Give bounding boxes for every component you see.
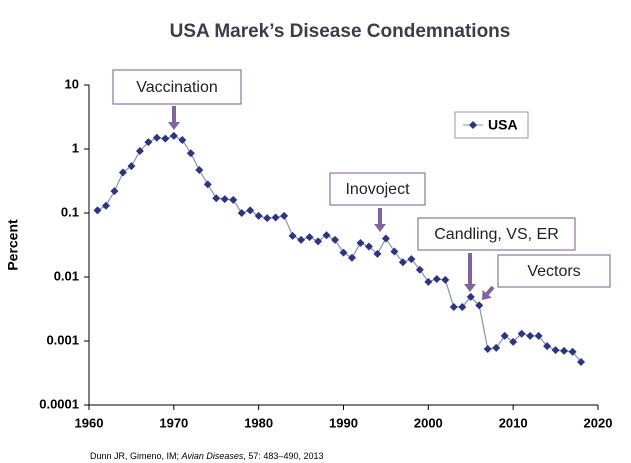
data-point (127, 162, 136, 171)
citation-part: , 57: 483–490, 2013 (243, 451, 323, 461)
annotation-box (112, 69, 242, 105)
data-point (356, 238, 365, 247)
data-point (203, 180, 212, 189)
data-point (466, 292, 475, 301)
data-point (347, 253, 356, 262)
annotation-arrow (485, 285, 495, 296)
legend-marker (469, 121, 477, 129)
x-tick-label: 1960 (75, 415, 104, 430)
data-point (364, 242, 373, 251)
annotation: Candling, VS, ER (434, 226, 559, 243)
y-tick-label: 1 (72, 140, 79, 155)
annotation-arrowhead (464, 284, 476, 292)
data-point (492, 343, 501, 352)
annotation-arrowhead (168, 122, 180, 130)
annotation-arrowhead (374, 224, 386, 232)
data-point (577, 357, 586, 366)
data-point (398, 258, 407, 267)
data-point (534, 331, 543, 340)
y-tick-label: 0.1 (61, 204, 79, 219)
data-point (254, 211, 263, 220)
legend-label: USA (488, 117, 518, 133)
data-point (560, 346, 569, 355)
data-point (509, 337, 518, 346)
data-point (407, 255, 416, 264)
x-tick-label: 1980 (244, 415, 273, 430)
data-point (381, 234, 390, 243)
annotation-box (497, 254, 611, 288)
data-point (178, 136, 187, 145)
data-point (110, 187, 119, 196)
y-tick-label: 10 (65, 76, 79, 91)
series-line (97, 135, 582, 363)
data-point (280, 211, 289, 220)
data-point (449, 302, 458, 311)
y-tick-label: 0.01 (54, 268, 79, 283)
annotation: Inovoject (345, 181, 410, 198)
y-tick-label: 0.001 (46, 332, 79, 347)
annotation: Vectors (527, 263, 580, 280)
annotation-arrowhead (482, 290, 492, 300)
data-point (390, 247, 399, 256)
data-point (517, 329, 526, 338)
annotation: Vaccination (136, 79, 218, 96)
data-point (263, 214, 272, 223)
data-point (144, 138, 153, 147)
chart-title: USA Marek’s Disease Condemnations (170, 21, 511, 42)
x-tick-label: 1990 (329, 415, 358, 430)
data-point (246, 206, 255, 215)
data-point (441, 275, 450, 284)
data-point (212, 194, 221, 203)
data-point (152, 133, 161, 142)
data-point (161, 134, 170, 143)
data-point (135, 147, 144, 156)
data-point (288, 231, 297, 240)
data-point (424, 277, 433, 286)
data-point (526, 331, 535, 340)
citation-part: Dunn JR, Gimeno, IM; (90, 451, 182, 461)
citation: Dunn JR, Gimeno, IM; Avian Diseases, 57:… (90, 451, 323, 461)
data-point (195, 165, 204, 174)
citation-journal: Avian Diseases (181, 451, 244, 461)
data-point (297, 235, 306, 244)
y-tick-label: 0.0001 (39, 396, 79, 411)
data-point (551, 346, 560, 355)
x-tick-label: 1970 (159, 415, 188, 430)
data-point (483, 344, 492, 353)
data-point (458, 302, 467, 311)
data-point (500, 331, 509, 340)
data-point (314, 237, 323, 246)
data-point (415, 265, 424, 274)
data-point (331, 235, 340, 244)
data-point (373, 249, 382, 258)
annotation-box (329, 172, 426, 206)
data-point (118, 168, 127, 177)
data-point (237, 209, 246, 217)
x-tick-label: 2000 (414, 415, 443, 430)
data-point (186, 149, 195, 158)
data-point (568, 347, 577, 356)
data-point (543, 342, 552, 351)
x-tick-label: 2020 (584, 415, 613, 430)
data-point (271, 213, 280, 222)
data-point (220, 195, 229, 204)
data-point (432, 275, 441, 284)
data-point (101, 201, 110, 210)
y-axis-label: Percent (5, 219, 21, 271)
x-tick-label: 2010 (499, 415, 528, 430)
data-point (339, 248, 348, 257)
data-point (169, 131, 178, 140)
data-point (305, 233, 314, 242)
data-point (229, 195, 238, 204)
annotation-box (417, 217, 576, 251)
data-point (93, 206, 102, 215)
data-point (475, 301, 484, 310)
data-point (322, 231, 331, 240)
